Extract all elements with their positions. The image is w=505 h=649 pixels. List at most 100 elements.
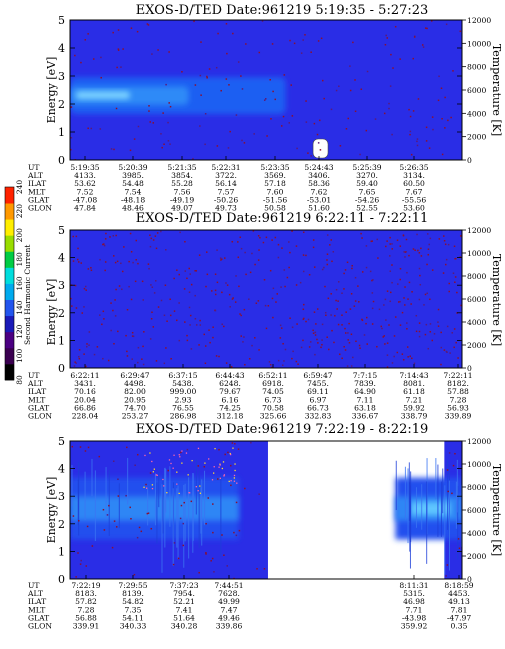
orbit-cell: 8139. [122,589,144,598]
noise-dot [233,474,236,477]
orbit-cell: 76.55 [172,403,194,412]
noise-dot [428,243,430,246]
noise-dot [107,359,110,362]
noise-dot [312,329,314,332]
orbit-cell: 57.18 [264,179,286,188]
noise-dot [305,100,307,102]
orbit-cell: 312.18 [217,412,244,421]
orbit-cell: -49.19 [170,195,194,204]
noise-dot [440,363,442,366]
orbit-cell: -53.01 [307,195,331,204]
noise-dot [264,98,267,100]
noise-dot [204,462,206,464]
noise-dot [172,467,174,469]
y-tick-label: 3 [58,70,65,83]
noise-dot [416,140,418,143]
y-tick-label: 4 [58,463,65,476]
y-tick-label: 2 [58,307,65,320]
noise-dot [189,324,191,326]
orbit-cell: 74.25 [219,403,241,412]
noise-dot [194,270,196,272]
noise-dot [100,56,102,59]
noise-dot [418,330,421,333]
noise-dot [140,530,143,533]
orbit-cell: 7628. [218,589,240,598]
noise-dot [350,365,353,367]
noise-dot [143,331,145,333]
noise-dot [154,280,157,282]
noise-dot [126,355,129,357]
noise-dot [454,452,456,455]
orbit-cell: 3431. [74,379,96,388]
noise-dot [305,254,307,257]
noise-dot [341,314,343,316]
noise-dot [114,315,117,317]
orbit-cell: 51.64 [173,613,195,622]
noise-dot [380,325,383,328]
noise-dot [384,43,387,46]
panel-1-plot: 0 1 2 3 4 5 0 2000 4000 6000 8000 10000 12000 UTALTIL… [27,14,491,213]
noise-dot [203,466,206,468]
orbit-cell: 7.28 [78,605,95,614]
noise-dot [80,61,82,64]
orbit-cell: -47.08 [73,195,97,204]
noise-dot [146,23,149,25]
noise-dot [156,474,158,476]
noise-dot [314,353,316,356]
noise-dot [83,287,86,290]
y-right-tick-label: 10000 [467,460,491,469]
noise-dot [316,338,318,341]
noise-dot [155,360,158,362]
noise-dot [386,37,389,39]
noise-dot [235,114,238,116]
noise-dot [233,531,235,534]
panel-3: EXOS-D/TED Date:961219 7:22:19 - 8:22:19… [27,422,503,631]
noise-dot [221,323,223,326]
noise-dot [352,41,354,44]
colorbar-tick-label: 200 [15,228,24,243]
noise-dot [189,273,191,275]
noise-dot [240,314,242,317]
streak [456,459,458,513]
noise-dot [157,49,159,51]
orbit-cell: 49.07 [171,204,193,213]
noise-dot [90,269,93,272]
noise-dot [281,364,284,366]
noise-dot [83,353,85,355]
noise-dot [427,253,430,256]
noise-dot [459,30,462,33]
orbit-cell: 339.86 [216,622,243,631]
y-tick-label: 5 [58,224,65,237]
noise-dot [88,331,91,333]
noise-dot [391,248,393,250]
noise-dot [137,125,140,128]
noise-dot [328,348,330,351]
noise-dot [457,357,459,359]
panel-3-title: EXOS-D/TED Date:961219 7:22:19 - 8:22:19 [136,422,429,437]
y-right-tick-label: 6000 [467,86,486,95]
noise-dot [163,143,165,145]
noise-dot [448,282,450,285]
noise-dot [163,362,166,365]
orbit-cell: 7839. [354,379,376,388]
noise-dot [233,477,236,479]
noise-dot [280,286,282,288]
orbit-cell: 70.58 [262,403,284,412]
noise-dot [194,84,197,86]
noise-dot [304,34,306,36]
noise-dot [445,350,448,353]
noise-dot [286,276,289,279]
y-right-tick-label: 8000 [467,483,486,492]
noise-dot [223,475,225,477]
streak [147,488,149,526]
noise-dot [399,58,401,60]
noise-dot [199,125,201,127]
noise-dot [254,337,256,339]
noise-dot [317,342,319,344]
y-right-tick-label: 8000 [467,63,486,72]
noise-dot [269,79,271,81]
orbit-cell: 53.62 [74,179,96,188]
orbit-cell: 82.00 [124,387,146,396]
noise-dot [231,298,234,300]
noise-dot [74,284,77,287]
